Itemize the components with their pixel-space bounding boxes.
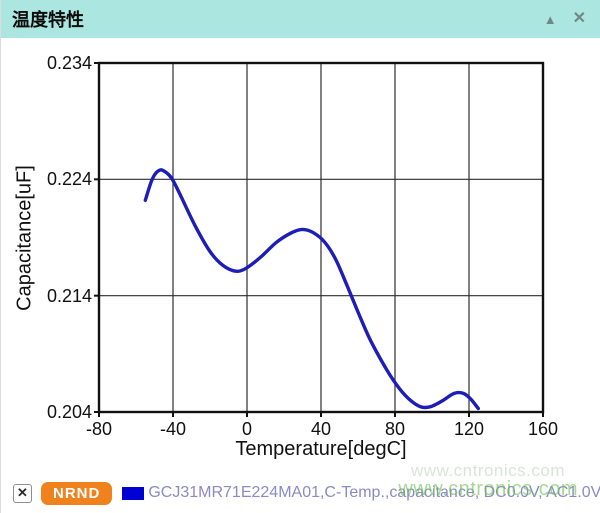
x-tick-label: 120 xyxy=(453,419,485,439)
x-tick-label: -80 xyxy=(85,419,113,439)
legend-color-swatch xyxy=(122,486,145,500)
x-axis-title: Temperature[degC] xyxy=(235,438,407,460)
collapse-icon[interactable]: ▲ xyxy=(543,11,557,27)
x-mark-icon: ✕ xyxy=(17,485,28,500)
x-tick-label: 40 xyxy=(310,419,332,439)
x-tick-label: 0 xyxy=(241,419,253,439)
window-titlebar: 温度特性 ▲ ✕ xyxy=(1,0,600,38)
legend-series-label: GCJ31MR71E224MA01,C-Temp.,capacitance, D… xyxy=(148,484,600,501)
y-tick-label: 0.214 xyxy=(46,285,92,306)
close-icon[interactable]: ✕ xyxy=(572,10,586,27)
y-tick-label: 0.224 xyxy=(46,169,92,190)
legend-row: ✕ NRND GCJ31MR71E224MA01,C-Temp.,capacit… xyxy=(13,481,600,505)
nrnd-badge: NRND xyxy=(41,481,113,505)
y-axis-title: Capacitance[uF] xyxy=(13,165,36,311)
x-tick-label: 160 xyxy=(527,419,559,439)
legend-remove-checkbox[interactable]: ✕ xyxy=(13,483,32,503)
window-title: 温度特性 xyxy=(12,10,84,30)
y-tick-label: 0.204 xyxy=(46,402,92,422)
chart-area: Capacitance[uF] Temperature[degC] -80 -40… xyxy=(1,38,600,478)
x-tick-label: -40 xyxy=(159,419,187,439)
x-tick-label: 80 xyxy=(384,419,406,439)
y-tick-label: 0.234 xyxy=(46,53,92,73)
plot-svg xyxy=(94,61,545,417)
